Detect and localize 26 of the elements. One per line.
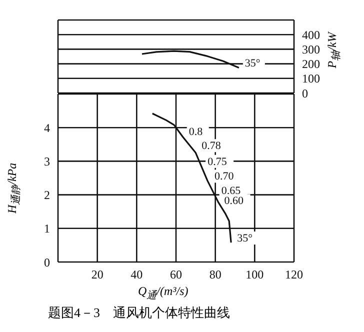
y-tick-label: 1 <box>44 222 50 236</box>
annotation: 35° <box>244 58 260 70</box>
y-tick-label: 400 <box>302 28 320 42</box>
y-tick-label: 3 <box>44 154 50 168</box>
y-tick-label: 0 <box>44 255 50 270</box>
y-tick-label: 2 <box>44 188 50 202</box>
x-tick-label: 60 <box>170 268 182 282</box>
x-axis-title: Q$_{通}$/(m³/s) <box>138 284 190 302</box>
x-tick-label: 120 <box>285 268 303 282</box>
annotation: 0.78 <box>202 140 222 152</box>
text: 题图4－3 通风机个体特性曲线 <box>48 304 231 322</box>
x-tick-label: 40 <box>130 268 143 282</box>
y-tick-label: 4 <box>44 120 50 135</box>
y-tick-label: 100 <box>302 72 320 86</box>
annotation: 0.70 <box>214 170 234 183</box>
annotation: 0.65 <box>221 184 242 197</box>
y-tick-label: 300 <box>302 42 320 56</box>
y-tick-label: 0 <box>302 86 308 100</box>
x-tick-label: 80 <box>209 268 222 282</box>
annotation: 35° <box>237 232 252 245</box>
y-tick-label: 200 <box>302 57 320 72</box>
x-tick-label: 20 <box>91 268 104 282</box>
annotation: 0.60 <box>224 195 244 208</box>
annotation: 0.75 <box>208 156 228 168</box>
x-tick-label: 100 <box>246 268 264 282</box>
annotation: 0.8 <box>188 126 204 138</box>
